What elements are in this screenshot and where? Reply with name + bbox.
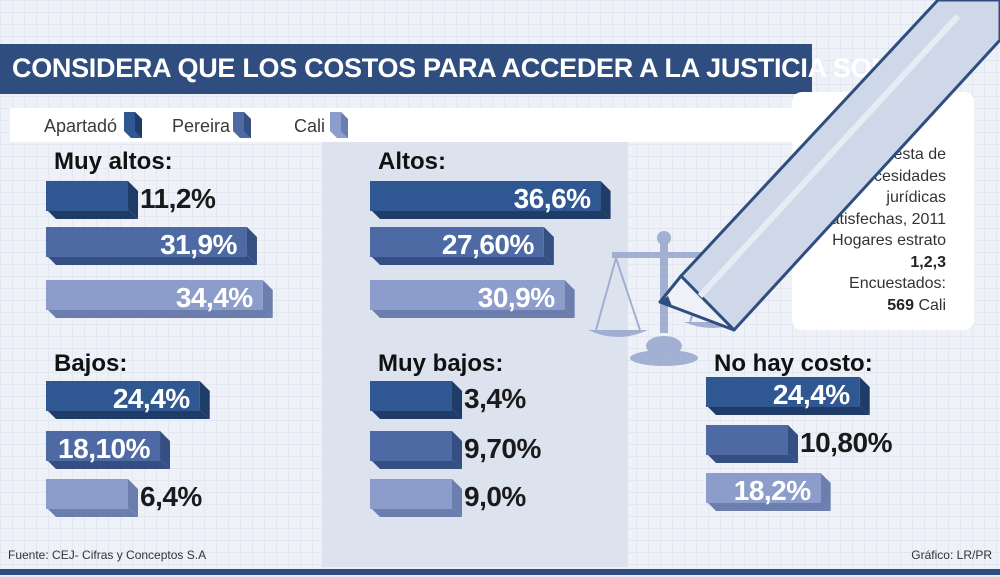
- bar: [46, 181, 138, 219]
- bar-value-label: 11,2%: [140, 183, 216, 214]
- bar: [370, 381, 462, 419]
- bar: [706, 473, 831, 511]
- bar: [46, 280, 273, 318]
- bar-value-label: 36,6%: [513, 183, 591, 214]
- bar: [370, 431, 462, 469]
- bar-value-label: 3,4%: [464, 383, 526, 414]
- legend-label-pereira: Pereira: [172, 116, 231, 136]
- legend-swatch-apartado: [124, 112, 142, 138]
- legend-label-cali: Cali: [294, 116, 326, 136]
- bar-value-label: 9,70%: [464, 433, 541, 464]
- info-line: jurídicas: [886, 189, 946, 206]
- pencil-icon: [658, 0, 1000, 332]
- bar-value-label: 34,4%: [175, 282, 253, 313]
- bar: [370, 479, 462, 517]
- group-title: No hay costo:: [714, 350, 873, 377]
- info-strata: 1,2,3: [910, 253, 946, 271]
- scale-icon: [588, 231, 742, 366]
- bar-value-label: 9,0%: [464, 481, 526, 512]
- bar: [46, 227, 257, 265]
- group-title: Bajos:: [54, 350, 128, 377]
- info-line: Hogares estrato: [832, 232, 946, 249]
- graphic-credit: Gráfico: LR/PR: [911, 548, 992, 562]
- source-note: Fuente: CEJ- Cifras y Conceptos S.A: [8, 548, 207, 562]
- bar-value-label: 18,2%: [733, 475, 811, 506]
- group-title: Muy bajos:: [378, 350, 504, 377]
- bottom-rule: [0, 569, 1000, 575]
- legend-swatch-pereira: [233, 112, 251, 138]
- bar-value-label: 6,4%: [140, 481, 202, 512]
- bar: [370, 280, 575, 318]
- chart-title: CONSIDERA QUE LOS COSTOS PARA ACCEDER A …: [12, 53, 900, 83]
- info-line: insatisfechas, 2011: [810, 210, 946, 228]
- bar-value-label: 30,9%: [477, 282, 555, 313]
- bar-value-label: 27,60%: [441, 229, 534, 260]
- bar: [370, 181, 611, 219]
- bar: [706, 425, 798, 463]
- info-respondents-count: 569: [887, 296, 914, 314]
- legend-label-apartado: Apartadó: [44, 116, 118, 136]
- info-respondents-city: Cali: [918, 296, 946, 314]
- bar: [46, 479, 138, 517]
- legend-swatch-cali: [330, 112, 348, 138]
- bar: [46, 431, 171, 469]
- bar-value-label: 31,9%: [160, 229, 237, 260]
- title-bar: CONSIDERA QUE LOS COSTOS PARA ACCEDER A …: [0, 44, 900, 94]
- bar: [370, 227, 554, 265]
- group-title: Muy altos:: [54, 148, 173, 175]
- bar-value-label: 10,80%: [800, 427, 892, 458]
- group-title: Altos:: [378, 148, 446, 175]
- bar: [706, 377, 870, 415]
- bar-value-label: 24,4%: [112, 383, 190, 414]
- bar-value-label: 24,4%: [772, 379, 850, 410]
- legend-strip: [10, 108, 810, 142]
- bar: [46, 381, 210, 419]
- info-respondents-label: Encuestados:: [849, 275, 946, 292]
- bar-value-label: 18,10%: [58, 433, 151, 464]
